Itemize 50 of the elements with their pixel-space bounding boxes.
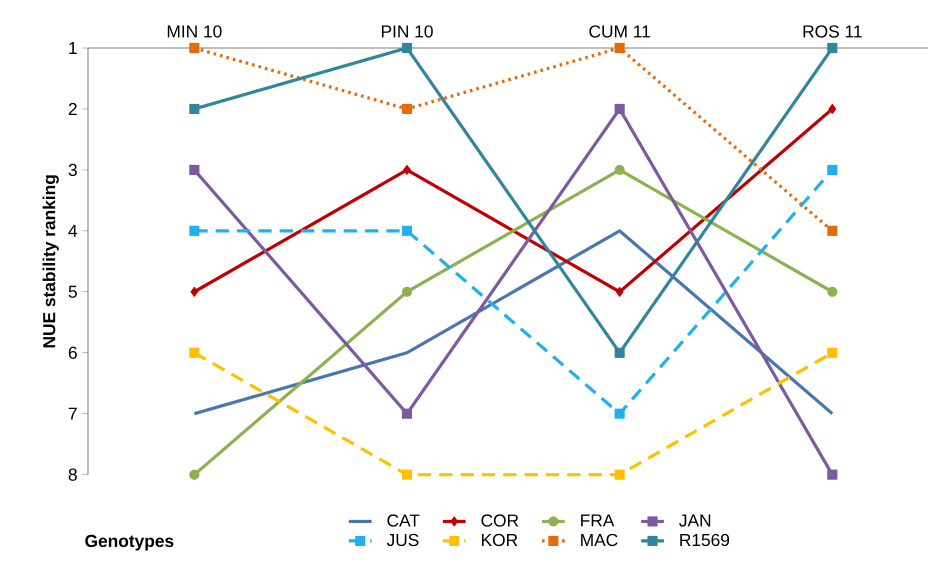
y-tick-label: 3: [68, 164, 77, 176]
point: [827, 164, 838, 175]
legend-label: JAN: [679, 514, 710, 526]
point: [189, 226, 200, 236]
point: [614, 348, 625, 358]
point: [402, 104, 412, 114]
point: [614, 469, 625, 480]
point: [616, 286, 624, 297]
point: [189, 164, 200, 175]
legend-label: R1569: [680, 534, 730, 546]
point: [614, 164, 625, 175]
point: [403, 164, 411, 175]
y-tick-label: 8: [68, 468, 77, 481]
point: [827, 348, 838, 358]
point: [189, 469, 200, 480]
point: [827, 286, 838, 297]
point: [402, 286, 412, 297]
legend-title: Genotypes: [85, 534, 174, 550]
point: [402, 42, 412, 53]
point: [402, 226, 412, 236]
legend-label: FRA: [581, 514, 614, 526]
x-tick-label: MIN 10: [168, 25, 222, 38]
legend-label: JUS: [386, 534, 418, 546]
legend-label: MAC: [581, 534, 618, 546]
x-tick-label: PIN 10: [382, 25, 433, 38]
point: [402, 408, 412, 419]
point: [614, 104, 625, 114]
x-tick-label: CUM 11: [589, 25, 650, 38]
legend-label: CAT: [387, 514, 420, 527]
y-axis-title: NUE stability ranking: [42, 175, 59, 348]
y-tick-label: 4: [68, 224, 78, 237]
y-tick-label: 2: [68, 102, 77, 115]
point: [614, 42, 625, 53]
point: [827, 226, 838, 236]
x-tick-label: ROS 11: [804, 25, 862, 38]
point: [614, 408, 625, 419]
y-tick-label: 5: [68, 286, 77, 298]
y-tick-label: 6: [68, 346, 77, 359]
point: [190, 286, 198, 297]
y-tick-label: 1: [69, 42, 77, 54]
point: [189, 348, 200, 358]
point: [827, 469, 838, 480]
legend-label: COR: [481, 514, 518, 527]
point: [189, 42, 200, 53]
y-tick-label: 7: [68, 408, 77, 420]
point: [828, 104, 836, 114]
point: [827, 42, 838, 53]
legend-label: KOR: [482, 534, 518, 546]
point: [189, 104, 200, 114]
point: [402, 469, 412, 480]
